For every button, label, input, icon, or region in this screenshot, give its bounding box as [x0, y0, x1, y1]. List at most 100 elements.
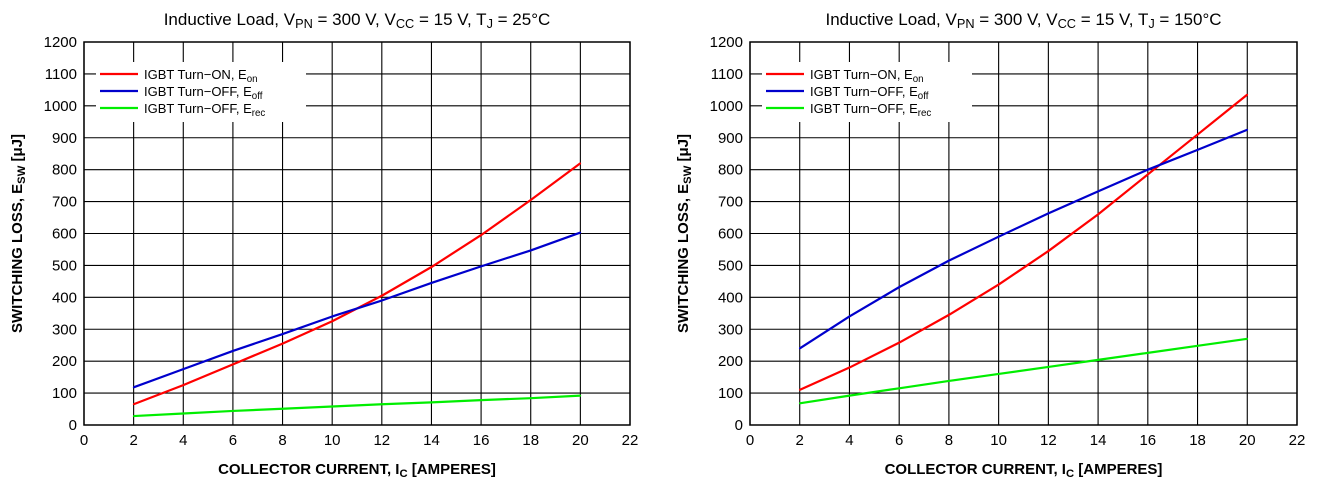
- data-point-off: [898, 286, 900, 288]
- data-point-rec: [798, 402, 801, 405]
- y-tick-label: 900: [718, 130, 743, 147]
- data-point-on: [898, 341, 900, 344]
- x-tick-label: 14: [1090, 432, 1107, 449]
- x-axis-label: COLLECTOR CURRENT, IC [AMPERES]: [218, 461, 496, 480]
- series-line-rec: [133, 394, 581, 418]
- y-tick-label: 900: [52, 130, 77, 147]
- data-point-rec: [898, 387, 900, 390]
- y-tick-label: 1100: [45, 66, 77, 83]
- data-point-off: [798, 347, 801, 350]
- data-point-off: [1097, 190, 1099, 193]
- series-line-rec: [799, 337, 1248, 405]
- data-point-rec: [232, 410, 234, 412]
- data-point-rec: [331, 405, 333, 408]
- chart-1: 0 2 4 6 8 10 12 14 16 18 20 22 0 100 200 300 400 500 600 70…: [9, 10, 638, 480]
- x-tick-label: 20: [1239, 432, 1256, 449]
- y-tick-label: 700: [52, 194, 77, 211]
- data-point-on: [132, 403, 135, 406]
- x-tick-label: 8: [278, 432, 286, 449]
- data-point-off: [232, 350, 234, 352]
- data-point-on: [579, 162, 582, 165]
- chart-title: Inductive Load, VPN = 300 V, VCC = 15 V,…: [164, 10, 551, 31]
- data-point-rec: [997, 373, 1000, 375]
- y-tick-label: 100: [52, 385, 77, 402]
- x-tick-label: 22: [622, 432, 639, 449]
- y-tick-label: 1000: [44, 98, 77, 115]
- x-axis-label: COLLECTOR CURRENT, IC [AMPERES]: [885, 461, 1163, 480]
- data-point-rec: [1246, 338, 1249, 340]
- y-tick-label: 1200: [44, 34, 77, 51]
- x-tick-label: 14: [423, 432, 440, 449]
- x-tick-label: 10: [324, 432, 341, 449]
- data-point-on: [529, 199, 532, 201]
- x-tick-label: 0: [746, 432, 754, 449]
- data-point-rec: [281, 407, 284, 410]
- y-tick-label: 300: [52, 321, 77, 338]
- y-tick-label: 800: [52, 162, 77, 179]
- data-point-off: [848, 315, 851, 318]
- data-point-off: [579, 231, 582, 234]
- data-point-on: [430, 266, 433, 268]
- data-point-off: [1196, 149, 1199, 151]
- data-point-on: [1047, 250, 1050, 252]
- data-point-on: [331, 320, 333, 323]
- series-line-off: [133, 231, 581, 389]
- data-point-off: [948, 259, 950, 262]
- data-point-rec: [1047, 366, 1050, 368]
- data-point-on: [381, 294, 383, 297]
- data-point-off: [331, 315, 333, 318]
- series-line-off: [799, 128, 1248, 350]
- data-point-rec: [381, 403, 383, 406]
- data-point-rec: [480, 399, 482, 401]
- plot-frame: [749, 41, 1298, 426]
- data-point-rec: [132, 415, 135, 417]
- x-tick-label: 20: [572, 432, 589, 449]
- x-tick-label: 10: [990, 432, 1007, 449]
- data-point-rec: [1097, 359, 1099, 361]
- series-line-on: [799, 93, 1248, 391]
- x-tick-label: 8: [945, 432, 953, 449]
- y-tick-label: 800: [718, 162, 743, 179]
- data-point-off: [997, 235, 1000, 238]
- y-tick-label: 0: [735, 417, 743, 434]
- y-tick-label: 500: [718, 257, 743, 274]
- data-point-on: [232, 363, 234, 366]
- data-point-rec: [948, 380, 950, 382]
- legend-entry-off: IGBT Turn−OFF, Eoff: [144, 84, 263, 102]
- data-point-rec: [848, 394, 851, 397]
- data-point-on: [281, 342, 284, 345]
- data-point-rec: [1196, 345, 1199, 347]
- x-tick-label: 0: [80, 432, 88, 449]
- legend-entry-off: IGBT Turn−OFF, Eoff: [810, 84, 929, 102]
- data-point-on: [948, 314, 950, 316]
- data-point-off: [132, 386, 135, 389]
- y-tick-label: 0: [69, 417, 77, 434]
- data-point-rec: [529, 397, 532, 399]
- data-point-rec: [430, 401, 433, 404]
- x-tick-label: 18: [1189, 432, 1206, 449]
- x-tick-label: 12: [1040, 432, 1057, 449]
- data-point-on: [480, 234, 482, 236]
- x-tick-label: 6: [229, 432, 237, 449]
- x-tick-label: 12: [373, 432, 390, 449]
- data-point-rec: [1147, 352, 1149, 354]
- chart-title: Inductive Load, VPN = 300 V, VCC = 15 V,…: [825, 10, 1221, 31]
- y-tick-label: 400: [718, 289, 743, 306]
- data-point-on: [1097, 213, 1099, 216]
- data-point-off: [1147, 168, 1149, 171]
- data-point-off: [529, 249, 532, 252]
- chart-2: 0 2 4 6 8 10 12 14 16 18 20 22 0 100 200 300 400 500 600 70…: [675, 10, 1305, 480]
- data-point-on: [1147, 173, 1149, 176]
- y-tick-label: 1000: [710, 98, 743, 115]
- y-tick-label: 200: [718, 353, 743, 370]
- data-point-off: [480, 265, 482, 268]
- legend-entry-rec: IGBT Turn−OFF, Erec: [810, 101, 931, 119]
- y-tick-label: 1200: [710, 34, 743, 51]
- data-point-rec: [579, 394, 582, 397]
- x-tick-label: 6: [895, 432, 903, 449]
- data-point-on: [798, 389, 801, 391]
- x-tick-label: 16: [473, 432, 490, 449]
- y-tick-label: 500: [52, 257, 77, 274]
- x-tick-label: 2: [129, 432, 137, 449]
